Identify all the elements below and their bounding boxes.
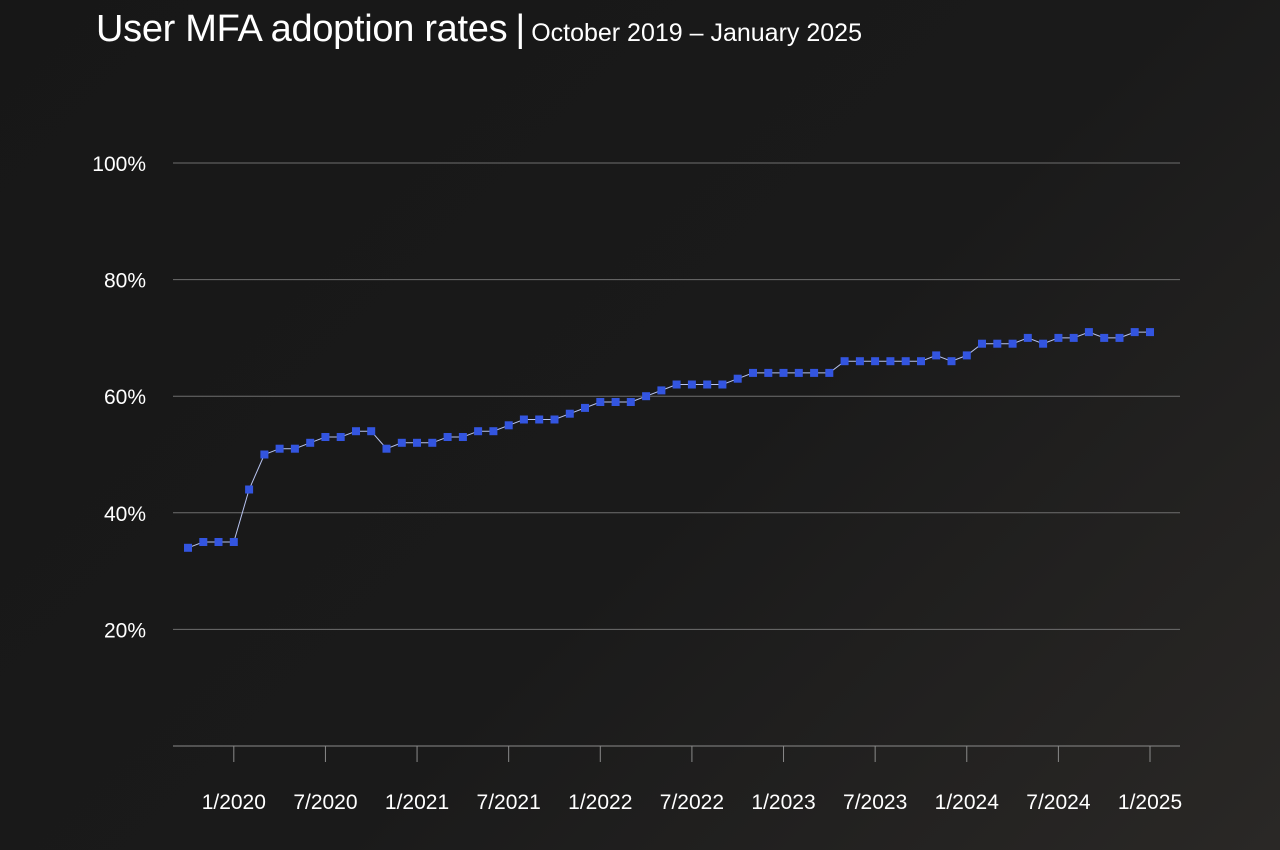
- data-point: [581, 403, 589, 412]
- y-tick-label: 100%: [92, 153, 146, 176]
- data-point: [596, 398, 605, 406]
- data-point: [260, 450, 269, 459]
- x-tick-label: 1/2022: [568, 791, 632, 814]
- y-tick-label: 40%: [104, 503, 146, 526]
- x-tick-label: 7/2023: [843, 791, 907, 814]
- x-tick-label: 1/2024: [935, 791, 1000, 814]
- data-point: [382, 444, 391, 453]
- data-point: [336, 433, 345, 441]
- data-point: [962, 351, 971, 360]
- data-point: [703, 380, 712, 389]
- x-tick-label: 7/2024: [1026, 791, 1091, 814]
- data-point: [565, 409, 574, 418]
- data-point: [825, 368, 834, 377]
- data-point: [901, 357, 910, 366]
- y-tick-label: 20%: [104, 619, 146, 642]
- data-point: [794, 368, 803, 377]
- y-axis-labels: 20% 40% 60% 80% 100%: [92, 153, 146, 642]
- data-point: [245, 485, 254, 494]
- data-point: [932, 351, 941, 360]
- data-point: [611, 398, 620, 406]
- data-point: [917, 357, 925, 366]
- data-point: [489, 427, 498, 436]
- data-point: [199, 538, 208, 546]
- data-point: [779, 368, 788, 377]
- data-point: [886, 357, 895, 366]
- y-tick-label: 60%: [104, 386, 146, 409]
- data-point: [519, 415, 528, 424]
- data-point: [214, 538, 223, 546]
- data-point: [413, 438, 421, 447]
- data-point: [642, 392, 651, 401]
- data-point: [1130, 328, 1139, 337]
- data-point: [1084, 328, 1093, 337]
- x-tick-label: 7/2021: [477, 791, 541, 814]
- data-point: [321, 433, 330, 441]
- x-tick-label: 1/2020: [202, 791, 266, 814]
- data-point: [352, 427, 360, 436]
- data-point: [535, 415, 544, 424]
- data-point: [810, 368, 819, 377]
- data-point: [871, 357, 880, 366]
- data-point: [1023, 333, 1032, 342]
- data-point: [474, 427, 483, 436]
- data-point: [290, 444, 299, 453]
- data-point: [1069, 333, 1078, 342]
- data-point: [978, 339, 986, 348]
- data-point: [1146, 328, 1154, 337]
- x-axis: [173, 745, 1180, 762]
- x-tick-label: 1/2023: [751, 791, 815, 814]
- data-point: [993, 339, 1002, 348]
- data-point: [1008, 339, 1017, 348]
- data-point: [840, 357, 849, 366]
- chart-title: User MFA adoption rates: [96, 8, 508, 50]
- data-point: [428, 438, 437, 447]
- data-point: [367, 427, 376, 436]
- chart-subtitle: October 2019 – January 2025: [531, 19, 862, 47]
- series-line: [187, 331, 1150, 549]
- data-point: [443, 433, 452, 441]
- data-point: [275, 444, 284, 453]
- data-point: [947, 357, 956, 366]
- data-point: [626, 398, 635, 406]
- data-point: [687, 380, 696, 389]
- data-point: [733, 374, 742, 383]
- data-point: [764, 368, 773, 377]
- data-point: [718, 380, 727, 389]
- x-tick-label: 1/2025: [1118, 791, 1182, 814]
- x-axis-labels: 1/2020 7/2020 1/2021 7/2021 1/2022 7/2022 1/20…: [202, 791, 1182, 814]
- title-separator: |: [515, 8, 526, 50]
- data-point: [1115, 333, 1124, 342]
- data-point: [1100, 333, 1109, 342]
- data-point: [458, 433, 467, 441]
- data-point: [749, 368, 757, 377]
- x-tick-label: 7/2022: [660, 791, 724, 814]
- data-point: [855, 357, 864, 366]
- data-point: [657, 386, 666, 395]
- data-point: [184, 543, 192, 552]
- y-tick-label: 80%: [104, 270, 146, 293]
- data-point: [229, 538, 238, 546]
- data-point: [550, 415, 559, 424]
- data-point: [672, 380, 681, 389]
- data-point: [306, 438, 315, 447]
- data-point: [397, 438, 406, 447]
- x-tick-label: 7/2020: [293, 791, 357, 814]
- chart-title-block: User MFA adoption rates | October 2019 – J…: [96, 8, 862, 51]
- data-point: [504, 421, 513, 430]
- series-mfa-adoption: [184, 328, 1154, 552]
- data-point: [1039, 339, 1048, 348]
- data-point: [1054, 333, 1063, 342]
- x-tick-label: 1/2021: [385, 791, 449, 814]
- grid-lines: [173, 162, 1180, 630]
